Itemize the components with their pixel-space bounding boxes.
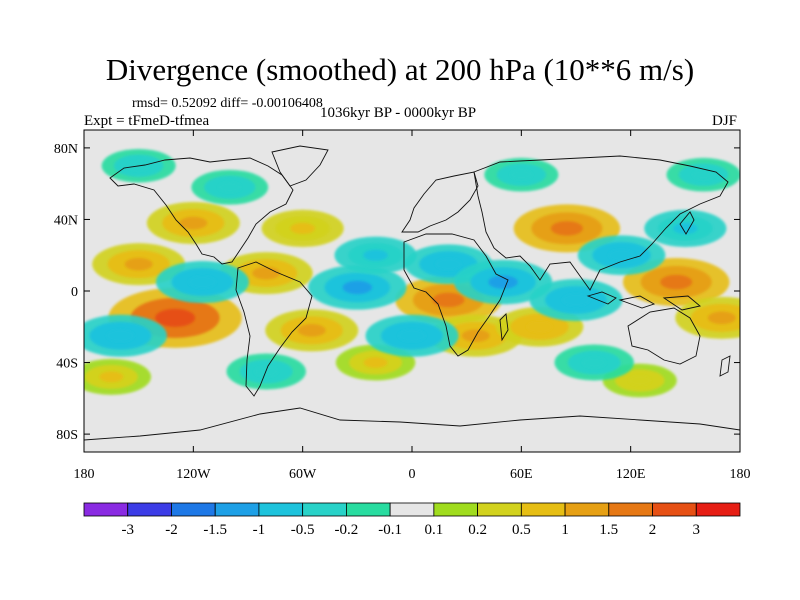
colorbar-swatch	[127, 502, 172, 517]
lon-tick-label: 120W	[176, 467, 211, 482]
anomaly-core	[707, 311, 736, 325]
anomaly-core	[582, 357, 607, 368]
lon-tick-label: 120E	[616, 467, 646, 482]
colorbar-swatch	[695, 502, 741, 517]
anomaly-core	[290, 222, 315, 234]
colorbar-label: -0.5	[291, 522, 315, 538]
coastlines	[84, 145, 740, 441]
colorbar-label: 2	[649, 522, 657, 538]
anomaly-core	[660, 274, 693, 290]
anomaly-core	[218, 182, 242, 193]
lat-tick-label: 80N	[54, 142, 78, 157]
colorbar-label: -1.5	[203, 522, 227, 538]
anomaly-core	[363, 357, 388, 368]
anomaly-core	[106, 329, 135, 343]
axis-ticks: 80N 40N 0 40S 80S 180 120W 60W 0 60E 120E 180	[54, 130, 751, 482]
anomaly-core	[363, 249, 388, 261]
anomaly-core	[432, 292, 465, 308]
colorbar-swatch	[345, 502, 391, 517]
colorbar-swatch	[564, 502, 610, 517]
anomaly-core	[398, 329, 426, 343]
anomaly-core	[550, 221, 583, 236]
experiment-label: Expt = tFmeD-tfmea	[84, 113, 210, 129]
season-label: DJF	[712, 113, 738, 129]
colorbar-swatch	[171, 502, 216, 517]
colorbar-swatch	[389, 502, 435, 517]
colorbar-label: 3	[693, 522, 701, 538]
colorbar-swatch	[608, 502, 653, 517]
colorbar-swatch	[258, 502, 304, 517]
colorbar-label: -3	[121, 522, 134, 538]
colorbar-label: 0.1	[424, 522, 443, 538]
lat-tick-label: 80S	[56, 428, 78, 443]
colorbar-label: 0.5	[512, 522, 531, 538]
colorbar-label: -0.2	[335, 522, 359, 538]
anomaly-core	[562, 293, 590, 307]
colorbar-swatch	[83, 502, 129, 517]
lon-tick-label: 0	[409, 467, 416, 482]
anomaly-core	[342, 280, 373, 295]
anomaly-core	[526, 320, 553, 333]
anomaly-core	[124, 257, 153, 271]
anomaly-core	[252, 266, 281, 280]
lat-tick-label: 40N	[54, 213, 78, 228]
anomaly-core	[188, 275, 217, 289]
colorbar-label: -1	[253, 522, 266, 538]
map-title: Divergence (smoothed) at 200 hPa (10**6 …	[105, 52, 695, 87]
colorbar-label: 1	[561, 522, 569, 538]
anomaly-core	[435, 258, 462, 271]
colorbar-swatch	[214, 502, 260, 517]
lon-tick-label: 60E	[510, 467, 533, 482]
colorbar-label: 1.5	[599, 522, 618, 538]
anomaly-field	[84, 148, 740, 398]
colorbar-swatch	[520, 502, 566, 517]
rmsd-diff-text: rmsd= 0.52092 diff= -0.00106408	[132, 96, 323, 111]
anomaly-core	[692, 169, 715, 180]
colorbar-swatch	[433, 502, 479, 517]
anomaly-core	[510, 169, 533, 180]
anomaly-core	[155, 308, 196, 327]
colorbar-swatch	[652, 502, 697, 517]
anomaly-core	[608, 249, 635, 262]
lat-tick-label: 0	[71, 285, 78, 300]
colorbar-label: 0.2	[468, 522, 487, 538]
anomaly-core	[179, 216, 208, 230]
lon-tick-label: 180	[74, 467, 95, 482]
anomaly-core	[673, 222, 698, 234]
anomaly-core	[99, 371, 124, 383]
colorbar-label: -0.1	[378, 522, 402, 538]
lat-tick-label: 40S	[56, 357, 78, 372]
lon-tick-label: 60W	[289, 467, 317, 482]
colorbar: -3 -2 -1.5 -1 -0.5 -0.2 -0.1 0.1 0.2 0.5 1 1.5 2 3	[83, 502, 741, 538]
period-label: 1036kyr BP - 0000kyr BP	[320, 105, 477, 121]
anomaly-core	[488, 275, 518, 289]
colorbar-swatch	[477, 502, 522, 517]
anomaly-core	[628, 375, 651, 386]
colorbar-label: -2	[165, 522, 178, 538]
lon-tick-label: 180	[730, 467, 751, 482]
colorbar-swatch	[302, 502, 347, 517]
anomaly-core	[297, 324, 326, 337]
